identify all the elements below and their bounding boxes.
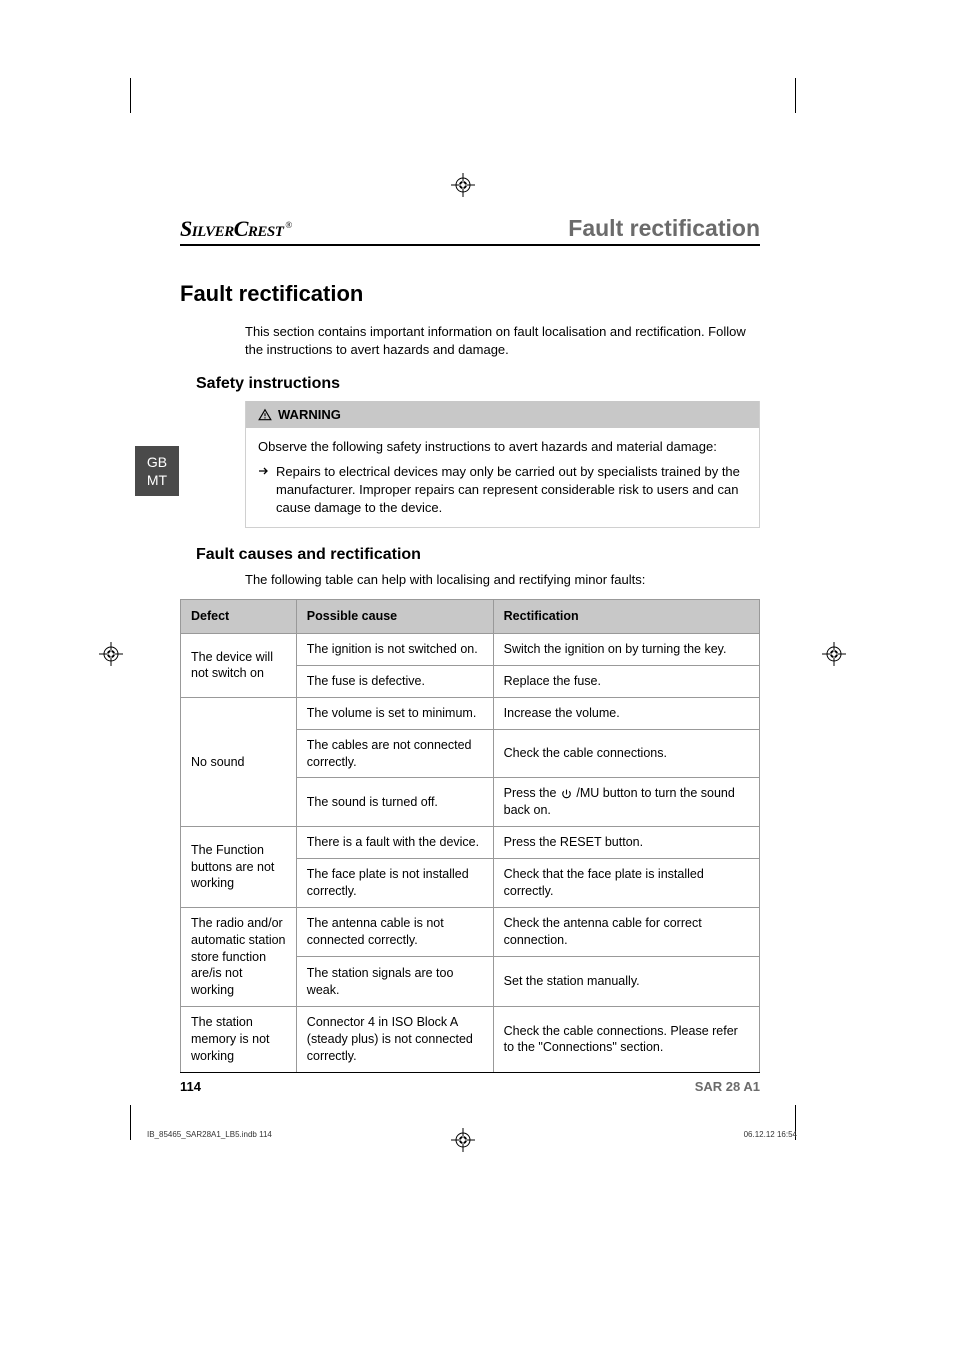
page-topic: Fault rectification (568, 215, 760, 242)
page-container: GB MT SilverCrest® Fault rectification F… (0, 0, 954, 1350)
fix-cell: Press the RESET button. (493, 827, 759, 859)
col-header-defect: Defect (181, 600, 297, 634)
power-icon (560, 788, 573, 801)
defect-cell: The radio and/or automatic station store… (181, 907, 297, 1006)
fix-cell: Check the cable connections. (493, 729, 759, 778)
fix-cell: Check the cable connections. Please refe… (493, 1007, 759, 1073)
cause-cell: The station signals are too weak. (296, 957, 493, 1007)
bullet-arrow-icon (258, 466, 268, 476)
warning-bullet-text: Repairs to electrical devices may only b… (276, 463, 747, 518)
defect-cell: The Function buttons are not working (181, 827, 297, 908)
defect-cell: The device will not switch on (181, 634, 297, 698)
safety-heading: Safety instructions (196, 375, 760, 393)
crop-mark (130, 78, 131, 113)
intro-text: This section contains important informat… (245, 323, 760, 359)
fix-text-prefix: Press the (504, 786, 560, 800)
cause-cell: Connector 4 in ISO Block A (steady plus)… (296, 1007, 493, 1073)
page-header: SilverCrest® Fault rectification (180, 215, 760, 246)
warning-bullet: Repairs to electrical devices may only b… (258, 463, 747, 518)
warning-triangle-icon (258, 408, 272, 422)
warning-body: Observe the following safety instruction… (246, 428, 759, 527)
brand-logo: SilverCrest® (180, 216, 292, 242)
table-header-row: Defect Possible cause Rectification (181, 600, 760, 634)
model-label: SAR 28 A1 (695, 1079, 760, 1094)
brand-part1: Silver (180, 216, 234, 241)
brand-part2: Crest (234, 216, 284, 241)
fix-cell: Increase the volume. (493, 697, 759, 729)
page-footer: 114 SAR 28 A1 (180, 1072, 760, 1094)
table-row: The Function buttons are not workingTher… (181, 827, 760, 859)
content-area: SilverCrest® Fault rectification Fault r… (180, 215, 760, 1073)
defect-cell: No sound (181, 697, 297, 826)
table-row: The device will not switch onThe ignitio… (181, 634, 760, 666)
causes-heading: Fault causes and rectification (196, 546, 760, 564)
fix-cell: Switch the ignition on by turning the ke… (493, 634, 759, 666)
table-row: No soundThe volume is set to minimum.Inc… (181, 697, 760, 729)
crop-mark (130, 1105, 131, 1140)
table-intro: The following table can help with locali… (245, 572, 760, 587)
cause-cell: The antenna cable is not connected corre… (296, 907, 493, 957)
cause-cell: The fuse is defective. (296, 665, 493, 697)
fix-cell: Check that the face plate is installed c… (493, 859, 759, 908)
registration-mark-icon (451, 173, 475, 197)
cause-cell: The face plate is not installed correctl… (296, 859, 493, 908)
col-header-fix: Rectification (493, 600, 759, 634)
fix-cell: Replace the fuse. (493, 665, 759, 697)
cause-cell: There is a fault with the device. (296, 827, 493, 859)
fix-cell: Press the /MU button to turn the sound b… (493, 778, 759, 827)
warning-text: Observe the following safety instruction… (258, 438, 747, 456)
registration-mark-icon (822, 642, 846, 666)
print-footer: IB_85465_SAR28A1_LB5.indb 114 06.12.12 1… (147, 1130, 797, 1139)
main-heading: Fault rectification (180, 281, 760, 307)
fix-cell: Set the station manually. (493, 957, 759, 1007)
table-row: The station memory is not workingConnect… (181, 1007, 760, 1073)
registration-mark-icon (99, 642, 123, 666)
warning-header: WARNING (246, 401, 759, 428)
warning-label: WARNING (278, 407, 341, 422)
fault-table: Defect Possible cause Rectification The … (180, 599, 760, 1073)
print-date: 06.12.12 16:54 (744, 1130, 797, 1139)
defect-cell: The station memory is not working (181, 1007, 297, 1073)
print-file: IB_85465_SAR28A1_LB5.indb 114 (147, 1130, 272, 1139)
brand-reg-mark: ® (285, 220, 291, 230)
warning-box: WARNING Observe the following safety ins… (245, 401, 760, 528)
fix-cell: Check the antenna cable for correct conn… (493, 907, 759, 957)
cause-cell: The ignition is not switched on. (296, 634, 493, 666)
language-code: GB (135, 453, 179, 471)
crop-mark (795, 78, 796, 113)
cause-cell: The volume is set to minimum. (296, 697, 493, 729)
cause-cell: The sound is turned off. (296, 778, 493, 827)
language-code: MT (135, 471, 179, 489)
page-number: 114 (180, 1079, 201, 1094)
table-row: The radio and/or automatic station store… (181, 907, 760, 957)
cause-cell: The cables are not connected correctly. (296, 729, 493, 778)
col-header-cause: Possible cause (296, 600, 493, 634)
language-tab: GB MT (135, 446, 179, 496)
